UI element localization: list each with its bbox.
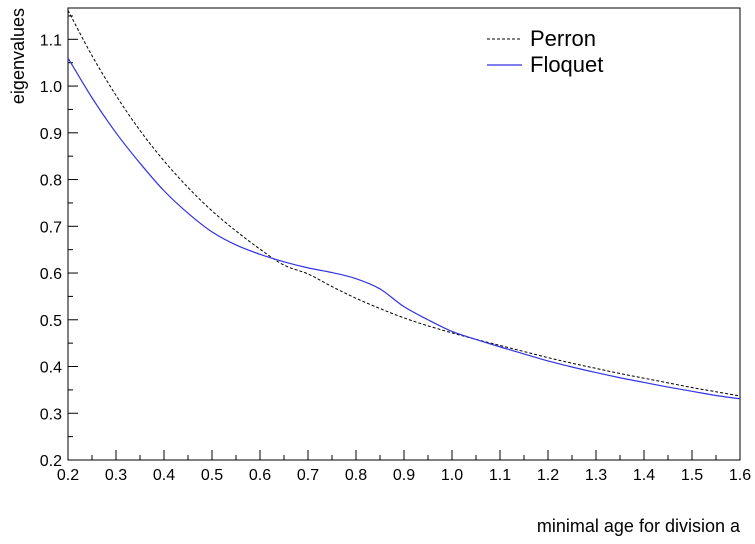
x-tick-label: 1.3 bbox=[585, 467, 607, 484]
y-tick-label: 0.9 bbox=[40, 126, 62, 143]
y-axis-label: eigenvalues bbox=[8, 8, 28, 104]
y-tick-label: 0.4 bbox=[40, 360, 62, 377]
x-tick-label: 0.8 bbox=[345, 467, 367, 484]
x-tick-label: 0.7 bbox=[297, 467, 319, 484]
plot-area-frame bbox=[67, 7, 741, 461]
x-tick-label: 1.1 bbox=[489, 467, 511, 484]
y-tick-label: 1.1 bbox=[40, 32, 62, 49]
x-tick-label: 1.4 bbox=[633, 467, 655, 484]
x-tick-label: 0.9 bbox=[393, 467, 415, 484]
y-tick-label: 0.5 bbox=[40, 313, 62, 330]
y-tick-label: 0.8 bbox=[40, 173, 62, 190]
y-tick-label: 0.3 bbox=[40, 406, 62, 423]
x-axis-label: minimal age for division a bbox=[537, 516, 741, 536]
series-line-perron bbox=[67, 10, 741, 397]
legend-label-floquet: Floquet bbox=[530, 52, 603, 77]
y-tick-label: 1.0 bbox=[40, 79, 62, 96]
x-axis-ticks: 0.2 0.3 0.4 0.5 0.6 0.7 0.8 0.9 1.0 1.1 1.2 1.3 1.4 1… bbox=[57, 450, 751, 484]
x-tick-label: 1.2 bbox=[537, 467, 559, 484]
y-tick-label: 0.2 bbox=[40, 453, 62, 470]
x-tick-label: 0.5 bbox=[201, 467, 223, 484]
x-tick-label: 1.0 bbox=[441, 467, 463, 484]
x-tick-label: 1.6 bbox=[729, 467, 751, 484]
series-layer bbox=[67, 10, 741, 400]
series-line-floquet bbox=[67, 57, 741, 400]
y-tick-label: 0.7 bbox=[40, 219, 62, 236]
y-axis-ticks: 0.2 0.3 0.4 0.5 0.6 0.7 0.8 0.9 1.0 1.1 bbox=[40, 15, 78, 470]
legend-label-perron: Perron bbox=[530, 26, 596, 51]
x-tick-label: 0.4 bbox=[153, 467, 175, 484]
x-tick-label: 0.6 bbox=[249, 467, 271, 484]
x-tick-label: 0.3 bbox=[105, 467, 127, 484]
x-tick-label: 1.5 bbox=[681, 467, 703, 484]
y-tick-label: 0.6 bbox=[40, 266, 62, 283]
x-tick-label: 0.2 bbox=[57, 467, 79, 484]
legend: Perron Floquet bbox=[487, 26, 603, 77]
